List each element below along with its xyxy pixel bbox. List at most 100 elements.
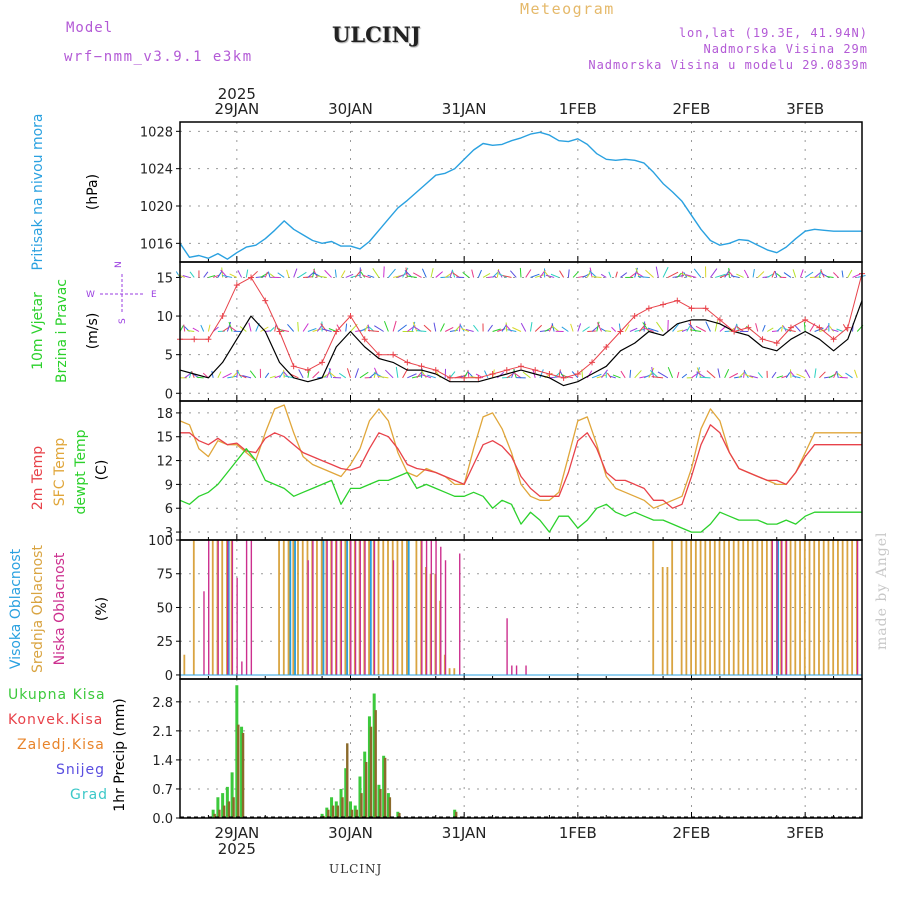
sfc-temp-line [179, 404, 862, 509]
wind-barb [649, 369, 659, 379]
wind-barb [487, 275, 496, 278]
wind-barb [804, 369, 811, 379]
cloud-unit: (%) [94, 597, 110, 621]
wind-barb [530, 273, 540, 278]
y-tick-label: 1024 [140, 163, 173, 178]
panel-precip: 0.0 0.7 1.4 2.1 2.8 [152, 679, 862, 827]
wind-barb [346, 368, 351, 378]
wind-barb [222, 325, 232, 332]
wind-barb [473, 324, 479, 332]
wind-barb [685, 274, 697, 278]
wind-gust-marker [745, 324, 752, 331]
day-label-top: 31JAN [442, 100, 487, 118]
y-tick-label: 0 [165, 387, 173, 402]
wind-barb [767, 273, 774, 278]
wind-barb [274, 325, 277, 332]
wind-barb [819, 371, 826, 379]
wind-barb [762, 324, 766, 332]
wind-gust-marker [375, 351, 382, 358]
wind-gust-marker [546, 370, 553, 377]
lonlat-label: lon,lat (19.3E, 41.94N) [678, 26, 868, 40]
precip-conv-bar [346, 743, 349, 818]
wind-barb [589, 270, 598, 278]
wind-barb [264, 372, 270, 379]
panel-frame-cloud [179, 539, 863, 680]
precip-total-bar [330, 797, 334, 818]
wind-barb [551, 325, 560, 332]
wind-barb [814, 368, 817, 378]
wind-barb [745, 374, 754, 379]
wind-barb [596, 322, 602, 332]
wind-barb [676, 272, 682, 278]
day-label-bottom: 3FEB [786, 824, 824, 842]
wind-barb [350, 274, 361, 278]
y-tick-label: 2.1 [152, 725, 173, 740]
wind-barb [207, 324, 211, 332]
wind-barb [792, 375, 801, 379]
wind-barb [693, 268, 702, 278]
wind-barb [407, 373, 417, 379]
y-tick-label: 2.8 [152, 696, 173, 711]
wind-barb [421, 268, 427, 278]
wind-barb [794, 324, 801, 332]
wind-barb [383, 266, 385, 278]
mid-cloud-label: Srednja Oblacnost [30, 545, 46, 673]
wind-barb [749, 375, 758, 379]
wind-barb [612, 374, 621, 379]
wind-barb [183, 324, 186, 332]
wind-barb [710, 268, 718, 278]
wind-barb [667, 366, 674, 379]
day-label-top: 1FEB [559, 100, 597, 118]
wind-barb [269, 273, 276, 278]
wind-barb [686, 326, 691, 332]
wind-barb [734, 376, 743, 379]
wind-barb [757, 271, 765, 278]
wind-gust-marker [731, 328, 738, 335]
wind-barb [681, 271, 684, 278]
wind-barb [212, 274, 220, 278]
wind-barb [705, 321, 711, 332]
precip-conv-bar [398, 813, 401, 818]
wind-gust-marker [773, 340, 780, 347]
wind-barb [596, 374, 607, 379]
wind-barb [237, 270, 243, 278]
day-label-bottom: 2FEB [673, 824, 711, 842]
precip-conv-bar [237, 724, 240, 818]
wind-gust-marker [688, 305, 695, 312]
wind-barb [229, 273, 238, 278]
y-tick-label: 0 [165, 669, 173, 684]
wind-barb [307, 327, 317, 332]
wind-barb [192, 327, 200, 332]
wind-barb [781, 375, 788, 379]
wind-barb [184, 373, 191, 379]
wind-barb [321, 328, 332, 332]
precip-legend-3: Snijeg [56, 762, 105, 778]
wind-barb [329, 372, 337, 379]
wind-gust-marker [276, 328, 283, 335]
wind-gust-marker [233, 282, 240, 289]
wind-gust-marker [248, 274, 255, 281]
wind-barb [629, 369, 632, 378]
precip-legend-4: Grad [70, 787, 108, 803]
wind-barb [841, 270, 844, 278]
wind-barb [360, 271, 366, 278]
wind-barb [728, 267, 730, 278]
precip-conv-bar [388, 797, 392, 818]
wind-barb [803, 321, 806, 332]
y-tick-label: 1020 [140, 200, 173, 215]
wind-barb [601, 369, 608, 379]
wind-barb [681, 328, 688, 332]
wind-barb [367, 330, 379, 332]
wind-barb [681, 373, 688, 379]
wind-barb [397, 272, 409, 278]
wind-barb [539, 329, 549, 332]
wind-barb [362, 274, 370, 278]
temp-2m-line [180, 424, 862, 509]
wind-barb [550, 273, 560, 278]
wind-gust-marker [191, 336, 198, 343]
wind-barb [397, 324, 407, 332]
wind-barb [312, 371, 320, 379]
wind-barb [535, 274, 544, 278]
wind-barb [719, 324, 728, 332]
wind-barb [736, 273, 744, 278]
